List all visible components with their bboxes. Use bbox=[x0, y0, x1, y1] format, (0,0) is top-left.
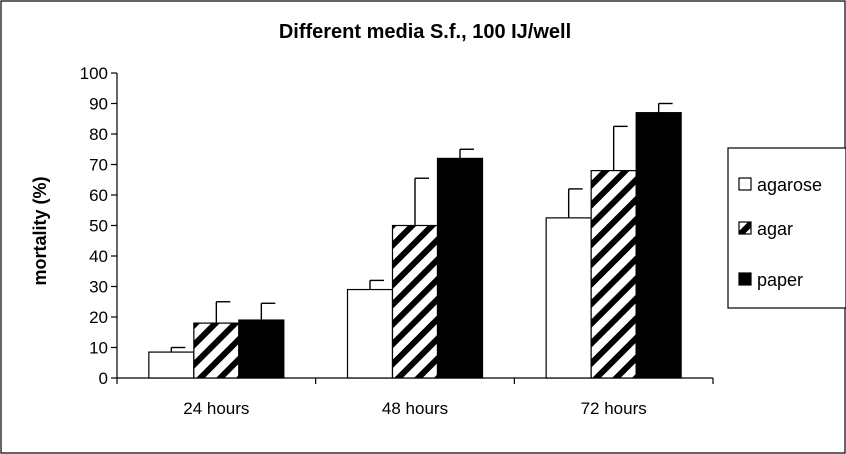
legend-swatch-paper bbox=[738, 272, 752, 286]
y-tick-label: 20 bbox=[89, 308, 108, 327]
bar-agar-1 bbox=[391, 224, 439, 379]
y-tick-label: 10 bbox=[89, 339, 108, 358]
y-tick-label: 50 bbox=[89, 217, 108, 236]
bar-agar-2 bbox=[590, 170, 637, 379]
x-tick-label: 72 hours bbox=[581, 399, 647, 418]
y-axis-label: mortality (%) bbox=[30, 176, 50, 285]
x-ticks: 24 hours 48 hours 72 hours bbox=[116, 378, 714, 418]
error-bars bbox=[170, 102, 673, 353]
y-ticks: 0 10 20 30 40 50 60 70 80 90 100 bbox=[80, 64, 117, 388]
bar-agarose-1 bbox=[346, 288, 394, 379]
y-tick-label: 80 bbox=[89, 125, 108, 144]
x-tick-label: 24 hours bbox=[183, 399, 249, 418]
bar-agar-0 bbox=[193, 322, 240, 379]
y-tick-label: 70 bbox=[89, 156, 108, 175]
y-tick-label: 100 bbox=[80, 64, 108, 83]
bars bbox=[148, 112, 682, 379]
legend: agarose agar paper bbox=[727, 147, 846, 309]
legend-label-paper: paper bbox=[757, 270, 803, 290]
legend-label-agarose: agarose bbox=[757, 175, 822, 195]
legend-swatch-agarose bbox=[738, 177, 752, 191]
bar-paper-2 bbox=[635, 112, 682, 379]
bar-agarose-2 bbox=[545, 217, 592, 379]
y-tick-label: 40 bbox=[89, 247, 108, 266]
y-tick-label: 90 bbox=[89, 95, 108, 114]
legend-swatch-agar bbox=[738, 221, 752, 235]
y-tick-label: 0 bbox=[99, 369, 108, 388]
chart-title: Different media S.f., 100 IJ/well bbox=[279, 21, 571, 43]
x-tick-label: 48 hours bbox=[382, 399, 448, 418]
bar-paper-0 bbox=[238, 319, 285, 379]
bar-paper-1 bbox=[436, 157, 484, 379]
y-tick-label: 60 bbox=[89, 186, 108, 205]
y-tick-label: 30 bbox=[89, 278, 108, 297]
bar-agarose-0 bbox=[148, 351, 195, 379]
legend-label-agar: agar bbox=[757, 219, 793, 239]
